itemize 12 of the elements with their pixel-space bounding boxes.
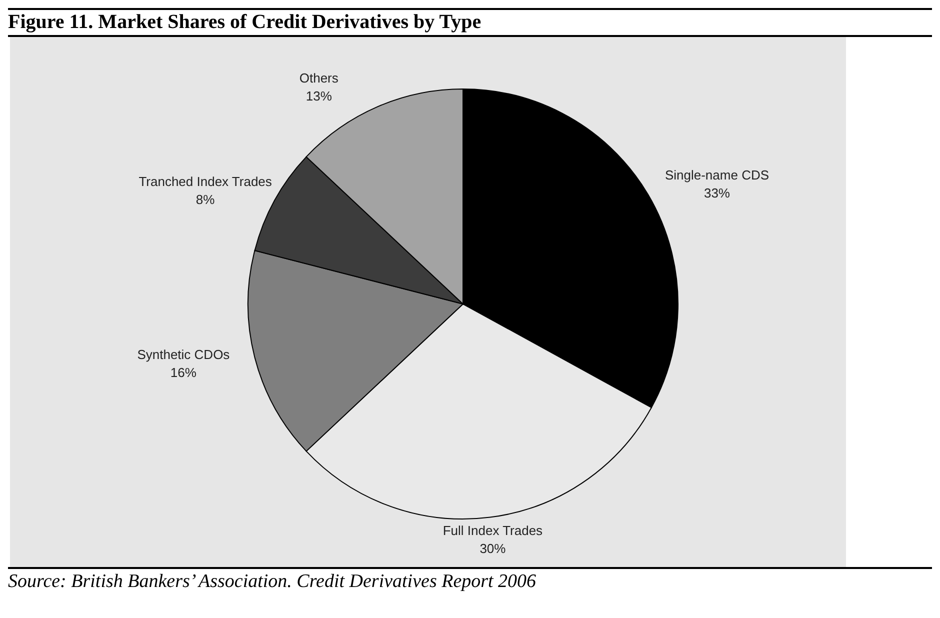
data-label: 16%: [170, 364, 197, 380]
slice-label: Full Index Trades: [442, 523, 544, 538]
slice-label: Synthetic CDOs: [137, 346, 230, 362]
slice-label: Others: [299, 70, 339, 86]
data-label: 8%: [196, 192, 216, 207]
data-label: 33%: [704, 185, 730, 200]
source-note: Source: British Bankers’ Association. Credit Derivatives Report 2006: [8, 571, 538, 593]
slice-label: Tranched Index Trades: [138, 174, 272, 189]
data-label: 30%: [480, 541, 506, 556]
slice-label: Single-name CDS: [664, 167, 770, 182]
data-label: 13%: [306, 88, 332, 104]
chart-title: Figure 11. Market Shares of Credit Derivatives by Type: [8, 8, 932, 37]
